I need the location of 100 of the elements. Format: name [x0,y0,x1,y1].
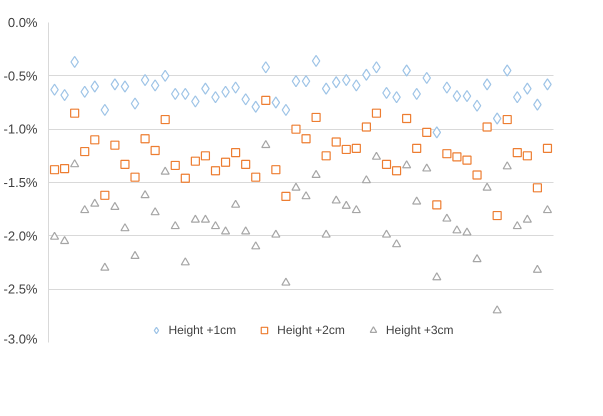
legend-label: Height +2cm [277,323,345,337]
point [90,198,100,207]
y-tick-label: -1.0% [4,122,38,137]
point [452,90,462,102]
point [140,74,150,86]
y-tick-label: -3.0% [4,332,38,346]
point [492,210,502,220]
point [262,61,270,74]
point [462,156,472,165]
point [342,74,351,86]
point [462,90,472,102]
point [311,112,321,122]
point [160,166,170,175]
point [482,78,492,90]
point [241,160,250,169]
point [271,230,280,238]
point [110,78,120,90]
point [60,164,70,174]
point [342,200,351,209]
point [392,91,401,104]
point [442,149,452,158]
point [382,86,391,99]
point [472,100,482,112]
point [150,207,160,216]
point [482,182,492,191]
point [110,202,120,210]
point [170,221,180,230]
point [302,75,310,88]
point [543,78,552,90]
point [452,225,462,234]
point [50,165,60,174]
point [70,108,80,118]
point [311,170,321,178]
point [332,76,340,88]
point [432,126,442,138]
y-tick-label: 0.0% [8,15,38,30]
point [130,172,140,182]
point [412,196,422,205]
legend-label: Height +3cm [386,323,454,337]
point [150,146,160,156]
point [462,227,472,236]
point [362,68,371,81]
point [512,148,522,158]
point [312,54,320,67]
point [211,91,220,104]
point [442,214,452,222]
point [382,230,392,238]
point [502,161,512,170]
point [512,221,522,230]
point [352,144,361,153]
point [200,151,210,160]
point [200,214,210,223]
point [542,205,552,214]
point [291,182,301,191]
point [60,236,70,244]
point [472,170,482,180]
point [352,205,361,214]
point [140,134,150,144]
point [70,159,80,168]
point [291,124,301,134]
point [301,134,311,144]
point [100,262,110,271]
point [251,172,260,182]
y-tick-label: -2.5% [4,282,38,297]
point [372,61,381,74]
point [332,195,341,204]
point [332,137,341,147]
point [231,200,240,208]
point [180,174,190,183]
point [281,192,291,201]
point [201,82,210,95]
point [241,93,250,106]
point [492,305,502,314]
point [522,214,532,223]
y-tick-label: -0.5% [4,68,38,84]
point [170,160,180,170]
point [362,122,371,132]
point [261,140,270,148]
point [261,96,270,105]
point [210,221,220,230]
point [210,166,220,176]
point [170,88,180,100]
point [120,223,130,232]
point [522,151,532,160]
point [392,166,402,176]
point [301,191,311,200]
point [80,86,89,98]
y-tick-label: -2.0% [4,228,38,244]
point [532,183,542,192]
point [523,82,532,95]
point [452,152,462,162]
point [542,144,552,153]
point [80,146,90,156]
point [372,152,382,160]
point [432,200,442,210]
point [322,82,330,95]
point [221,86,230,98]
point [100,190,110,200]
point [80,205,90,214]
point [402,160,412,168]
